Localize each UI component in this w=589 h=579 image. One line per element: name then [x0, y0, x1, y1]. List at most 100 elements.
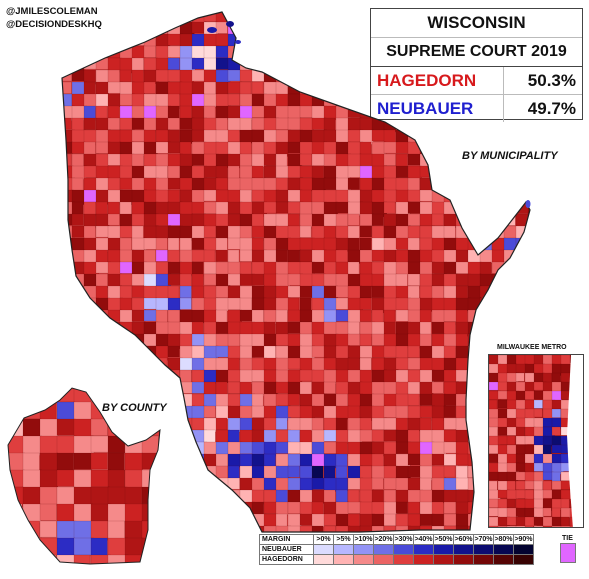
municipality-cell — [62, 21, 75, 35]
municipality-cell — [371, 57, 387, 73]
municipality-cell — [90, 537, 108, 557]
municipality-cell — [467, 201, 482, 215]
municipality-cell — [251, 45, 267, 60]
municipality-cell — [275, 57, 289, 72]
municipality-cell — [263, 345, 276, 360]
municipality-cell — [203, 249, 216, 263]
municipality-cell — [83, 309, 98, 323]
municipality-cell — [359, 501, 374, 516]
municipality-cell — [311, 33, 326, 50]
municipality-cell — [311, 12, 324, 23]
municipality-cell — [311, 81, 325, 94]
municipality-cell — [419, 105, 435, 119]
municipality-cell — [287, 237, 301, 251]
municipality-cell — [479, 177, 493, 191]
municipality-cell — [491, 177, 505, 192]
municipality-cell — [131, 33, 146, 46]
municipality-cell — [73, 537, 94, 556]
municipality-cell — [311, 321, 325, 336]
municipality-cell — [443, 129, 456, 145]
municipality-cell — [359, 525, 373, 532]
municipality-cell — [299, 165, 314, 178]
municipality-cell — [167, 441, 183, 457]
municipality-cell — [383, 333, 398, 347]
municipality-cell — [107, 12, 122, 22]
municipality-cell — [287, 345, 302, 359]
municipality-cell — [275, 33, 290, 47]
municipality-cell — [323, 21, 336, 35]
municipality-cell — [167, 237, 180, 252]
municipality-cell — [395, 309, 410, 322]
municipality-cell — [383, 201, 396, 214]
municipality-cell — [215, 489, 231, 504]
municipality-cell — [524, 444, 535, 456]
legend-hagedorn-swatch — [373, 554, 394, 565]
municipality-cell — [515, 525, 527, 527]
municipality-cell — [299, 129, 314, 144]
municipality-cell — [489, 471, 499, 481]
municipality-cell — [311, 501, 324, 515]
municipality-cell — [155, 249, 168, 262]
municipality-cell — [131, 249, 146, 264]
municipality-cell — [515, 261, 529, 275]
legend-hagedorn-swatch — [393, 554, 414, 565]
municipality-cell — [95, 12, 111, 23]
municipality-cell — [141, 554, 160, 564]
municipality-cell — [215, 333, 229, 347]
municipality-cell — [323, 45, 338, 60]
municipality-cell — [287, 141, 301, 154]
municipality-cell — [227, 297, 242, 310]
municipality-cell — [95, 225, 110, 238]
municipality-cell — [299, 12, 315, 25]
municipality-cell — [227, 189, 241, 203]
municipality-cell — [227, 285, 242, 299]
municipality-cell — [143, 357, 158, 372]
municipality-cell — [215, 345, 229, 358]
municipality-cell — [431, 117, 446, 131]
legend-neubauer-swatch — [413, 544, 434, 555]
municipality-cell — [479, 69, 493, 84]
municipality-cell — [335, 69, 351, 84]
municipality-cell — [455, 369, 469, 382]
legend-margin-label: MARGIN — [259, 534, 314, 545]
municipality-cell — [107, 261, 122, 276]
municipality-cell — [479, 321, 496, 335]
municipality-cell — [359, 429, 374, 442]
municipality-cell — [215, 501, 228, 514]
municipality-cell — [467, 33, 482, 49]
municipality-cell — [167, 513, 182, 528]
municipality-cell — [467, 405, 481, 420]
municipality-cell — [335, 477, 349, 492]
municipality-cell — [143, 21, 159, 34]
municipality-cell — [203, 477, 219, 492]
municipality-cell — [56, 452, 74, 471]
municipality-cell — [443, 141, 459, 157]
municipality-cell — [431, 177, 447, 190]
municipality-cell — [467, 189, 483, 205]
municipality-cell — [489, 399, 498, 411]
municipality-cell — [527, 249, 530, 263]
municipality-cell — [263, 201, 277, 214]
municipality-cell — [83, 81, 96, 96]
municipality-cell — [119, 369, 134, 382]
municipality-cell — [83, 105, 96, 119]
municipality-cell — [527, 81, 530, 95]
municipality-cell — [383, 105, 397, 118]
municipality-cell — [155, 489, 170, 506]
municipality-cell — [131, 297, 147, 312]
municipality-cell — [419, 12, 434, 25]
municipality-cell — [431, 357, 446, 372]
municipality-cell — [455, 261, 469, 274]
municipality-cell — [347, 165, 361, 178]
municipality-cell — [359, 489, 373, 503]
municipality-cell — [143, 141, 158, 155]
municipality-cell — [383, 33, 396, 49]
legend-bin-label: >30% — [393, 534, 414, 545]
municipality-cell — [179, 477, 195, 493]
municipality-cell — [527, 321, 530, 336]
municipality-cell — [489, 444, 500, 454]
municipality-cell — [371, 45, 388, 59]
municipality-cell — [143, 45, 157, 58]
municipality-cell — [263, 21, 279, 35]
legend-hagedorn-swatch — [433, 554, 454, 565]
